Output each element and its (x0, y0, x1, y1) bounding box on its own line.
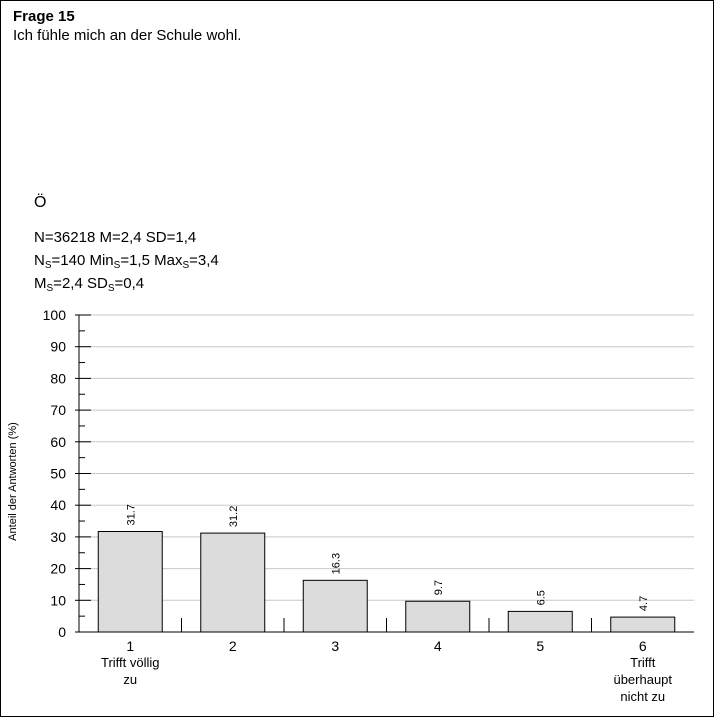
bar (405, 600, 471, 633)
stat-sd: 1,4 (175, 229, 197, 246)
bar (302, 579, 368, 633)
bar (610, 616, 676, 633)
stats-line-1: N=36218 M=2,4 SD=1,4 (34, 229, 197, 246)
y-tick-label: 40 (50, 497, 66, 513)
bar-value-label: 31.7 (125, 504, 137, 525)
y-tick-label: 60 (50, 434, 66, 450)
stat-m-s: 2,4 (61, 275, 83, 292)
x-tick-label: 1 (126, 638, 134, 654)
x-tick-label: 5 (536, 638, 544, 654)
y-axis-label: Anteil der Antworten (%) (7, 422, 19, 541)
x-category-label: nicht zu (620, 689, 665, 704)
bar-value-label: 16.3 (330, 553, 342, 574)
stat-sd-s: 0,4 (123, 275, 145, 292)
x-tick-label: 2 (229, 638, 237, 654)
bar-value-label: 9.7 (433, 580, 445, 595)
y-tick-label: 20 (50, 561, 66, 577)
bar-value-label: 4.7 (638, 596, 650, 611)
y-tick-label: 90 (50, 339, 66, 355)
group-label: Ö (34, 194, 47, 211)
bar-chart: 0 10 20 30 40 50 60 70 80 90 100 Anteil der Antwort… (7, 307, 694, 704)
y-tick-label: 100 (43, 307, 67, 323)
x-tick-label: 4 (434, 638, 442, 654)
question-text: Ich fühle mich an der Schule wohl. (13, 27, 242, 44)
y-tick-label: 70 (50, 402, 66, 418)
x-category-label: überhaupt (613, 672, 672, 687)
stats-line-2: NS=140 MinS=1,5 MaxS=3,4 (34, 252, 219, 271)
stat-min-s: 1,5 (129, 252, 150, 269)
y-tick-label: 80 (50, 370, 66, 386)
stat-ns: 140 (60, 252, 86, 269)
y-tick-label: 50 (50, 466, 66, 482)
bar (97, 531, 163, 633)
y-tick-label: 10 (50, 592, 66, 608)
y-tick-label: 0 (58, 624, 66, 640)
stat-n: 36218 (53, 229, 96, 246)
stats-line-3: MS=2,4 SDS=0,4 (34, 275, 145, 294)
y-tick-label: 30 (50, 529, 66, 545)
x-category-label: zu (123, 672, 137, 687)
stat-max-s: 3,4 (197, 252, 219, 269)
x-tick-label: 3 (331, 638, 339, 654)
stat-m: 2,4 (120, 229, 142, 246)
x-category-label: Trifft (630, 655, 656, 670)
bar-value-label: 31.2 (228, 506, 240, 527)
bar (507, 610, 573, 633)
bar-value-label: 6.5 (535, 590, 547, 605)
x-tick-label: 6 (639, 638, 647, 654)
x-category-label: Trifft völlig (101, 655, 160, 670)
bar (200, 532, 266, 633)
question-number: Frage 15 (13, 8, 75, 25)
